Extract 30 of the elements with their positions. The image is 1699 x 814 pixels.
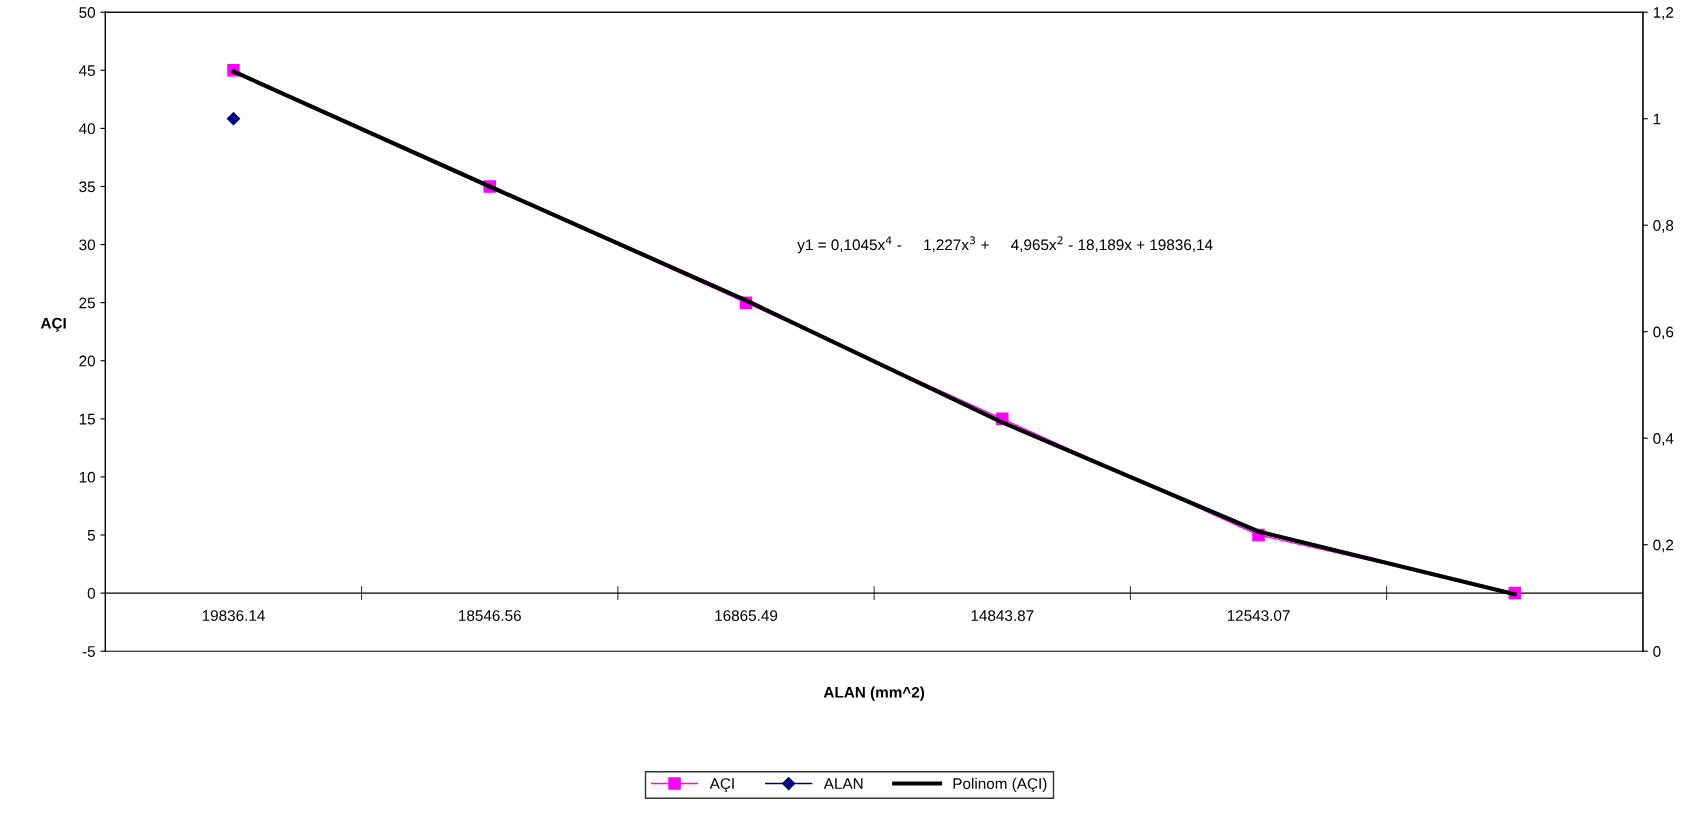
x-tick-label: 19836.14 — [202, 610, 265, 621]
y-tick-label: 45 — [78, 65, 95, 76]
y2-tick-label: 1 — [1653, 113, 1661, 125]
x-tick-label: 18546.56 — [459, 610, 521, 621]
y-tick-label: 25 — [79, 297, 95, 309]
y-tick-label: 15 — [79, 413, 95, 425]
annotation: y1 = 0,1045x$^{4}$ - 1,227x$^{3}$ + 4,965x$^{2}$ - 18,189x + 19836,14 — [797, 236, 1213, 254]
y-tick-label: -5 — [82, 646, 95, 657]
x-tick-label: 12543.07 — [1227, 610, 1290, 621]
y2-tick-label: 0,8 — [1653, 220, 1674, 233]
y2-tick-label: 0 — [1653, 646, 1661, 657]
y-tick-label: 50 — [79, 7, 96, 18]
legend-label: AÇI — [709, 778, 734, 793]
y2-tick-label: 0,6 — [1653, 326, 1674, 340]
y2-tick-label: 0,2 — [1653, 539, 1674, 553]
y-tick-label: 35 — [79, 181, 95, 193]
y-tick-label: 5 — [87, 530, 95, 541]
legend-label: Polinom (AÇI) — [953, 777, 1047, 793]
y-tick-label: 30 — [79, 239, 96, 251]
y-axis-title: AÇI — [40, 317, 66, 332]
y-tick-label: 20 — [79, 355, 96, 367]
legend-label: ALAN — [823, 778, 863, 789]
y-tick-label: 10 — [79, 471, 96, 483]
y-tick-label: 0 — [87, 587, 96, 599]
x-tick-label: 14843.87 — [971, 610, 1034, 621]
x-tick-label: 16865.49 — [715, 610, 778, 621]
x-axis-title: ALAN (mm^2) — [823, 686, 925, 701]
y2-tick-label: 0,4 — [1653, 433, 1674, 446]
y-tick-label: 40 — [78, 123, 96, 135]
y2-tick-label: 1,2 — [1653, 7, 1674, 20]
